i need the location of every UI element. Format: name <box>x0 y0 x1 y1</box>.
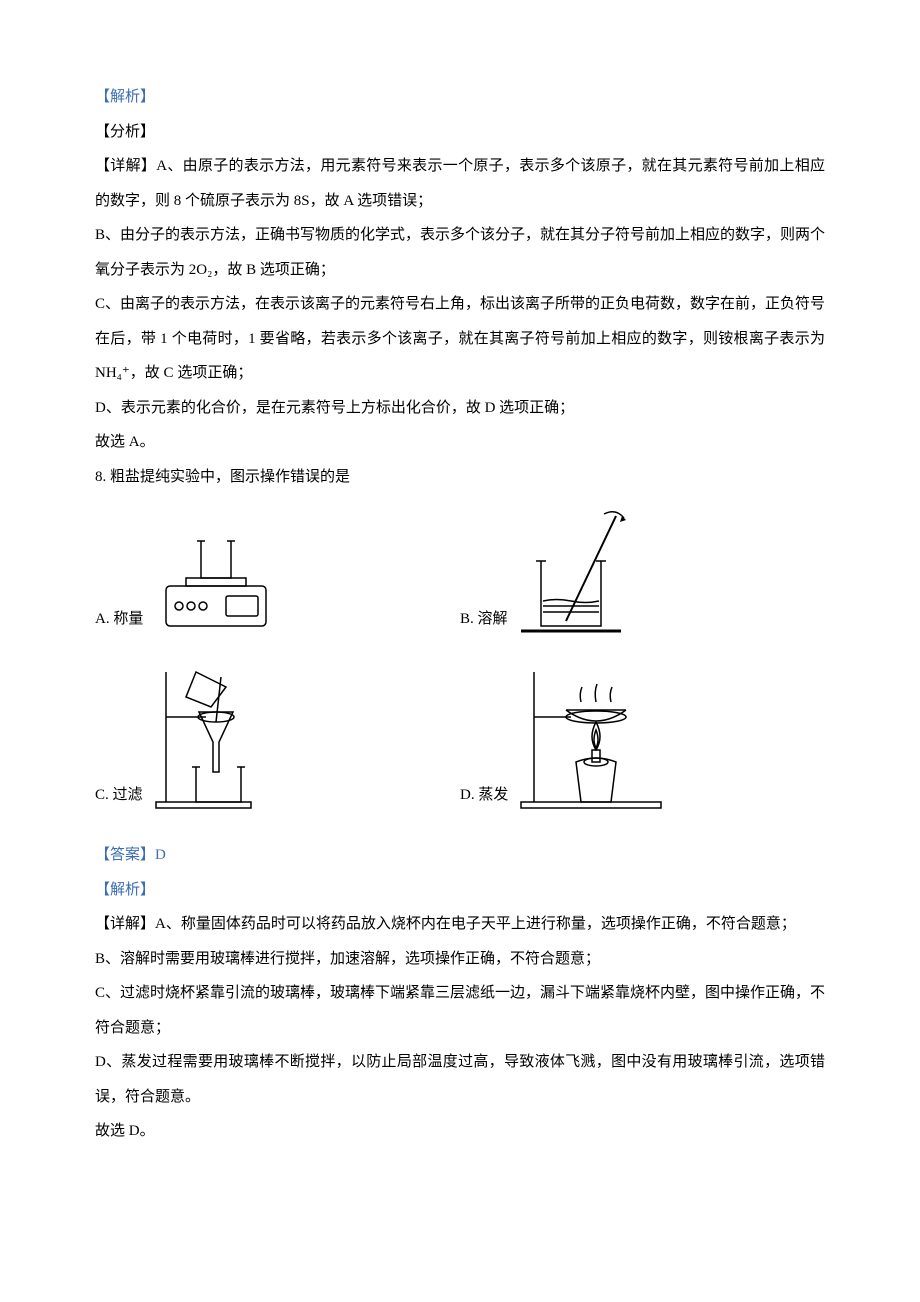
conclusion-1: 故选 A。 <box>95 425 825 460</box>
analysis-header-2: 【解析】 <box>95 873 825 908</box>
conclusion-2: 故选 D。 <box>95 1114 825 1149</box>
detail-b: B、溶解时需要用玻璃棒进行搅拌，加速溶解，选项操作正确，不符合题意； <box>95 942 825 977</box>
explain-a: 【详解】A、由原子的表示方法，用元素符号来表示一个原子，表示多个该原子，就在其元… <box>95 149 825 218</box>
figure-c-filter-icon <box>151 662 291 812</box>
option-a-label: A. 称量 <box>95 602 143 637</box>
figure-b-dissolve-icon <box>516 506 626 636</box>
detail-a: 【详解】A、称量固体药品时可以将药品放入烧杯内在电子天平上进行称量，选项操作正确… <box>95 907 825 942</box>
analysis-header: 【解析】 <box>95 80 825 115</box>
answer-value: D <box>155 847 166 863</box>
detail-c: C、过滤时烧杯紧靠引流的玻璃棒，玻璃棒下端紧靠三层滤纸一边，漏斗下端紧靠烧杯内壁… <box>95 976 825 1045</box>
explain-d: D、表示元素的化合价，是在元素符号上方标出化合价，故 D 选项正确； <box>95 391 825 426</box>
question-8: 8. 粗盐提纯实验中，图示操作错误的是 <box>95 460 825 495</box>
explain-b: B、由分子的表示方法，正确书写物质的化学式，表示多个该分子，就在其分子符号前加上… <box>95 218 825 287</box>
option-b-label: B. 溶解 <box>460 602 508 637</box>
fenxi-header: 【分析】 <box>95 115 825 150</box>
options-row-1: A. 称量 <box>95 506 825 636</box>
figure-d-evaporate-icon <box>516 662 676 812</box>
option-d: D. 蒸发 <box>460 662 825 812</box>
explain-c: C、由离子的表示方法，在表示该离子的元素符号右上角，标出该离子所带的正负电荷数，… <box>95 287 825 391</box>
option-c-label: C. 过滤 <box>95 778 143 813</box>
option-c: C. 过滤 <box>95 662 460 812</box>
options-row-2: C. 过滤 <box>95 662 825 812</box>
option-a: A. 称量 <box>95 526 460 636</box>
answer-line: 【答案】D <box>95 838 825 873</box>
figure-a-balance-icon <box>151 526 281 636</box>
option-d-label: D. 蒸发 <box>460 778 508 813</box>
answer-label: 【答案】 <box>95 847 155 863</box>
detail-d: D、蒸发过程需要用玻璃棒不断搅拌，以防止局部温度过高，导致液体飞溅，图中没有用玻… <box>95 1045 825 1114</box>
option-b: B. 溶解 <box>460 506 825 636</box>
